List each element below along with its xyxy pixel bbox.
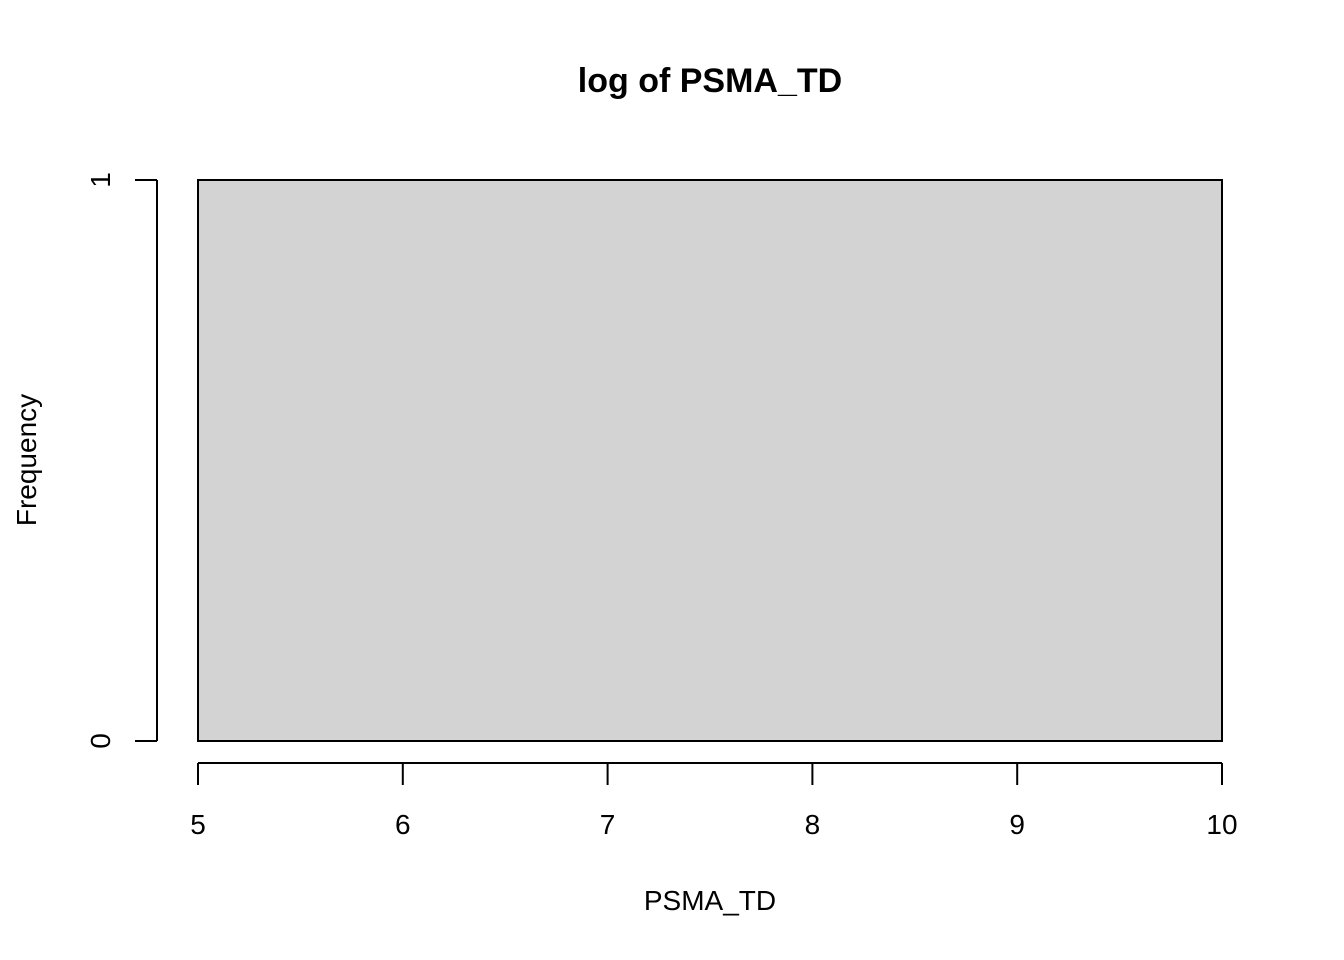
x-tick-label: 9 [1009,809,1025,840]
x-tick-label: 7 [600,809,616,840]
x-axis: 5 6 7 8 9 10 [190,762,1238,840]
bars-group [197,179,1223,742]
x-tick-label: 8 [805,809,821,840]
y-axis: 01 [85,172,158,749]
x-tick-label: 10 [1206,809,1237,840]
x-tick-label: 5 [190,809,206,840]
x-axis-label: PSMA_TD [644,885,776,916]
x-tick-label: 6 [395,809,411,840]
chart-title: log of PSMA_TD [578,62,842,100]
histogram-bar [197,179,1223,742]
y-tick-label: 1 [85,172,116,188]
y-axis-label: Frequency [11,394,42,526]
y-tick-label: 0 [85,733,116,749]
